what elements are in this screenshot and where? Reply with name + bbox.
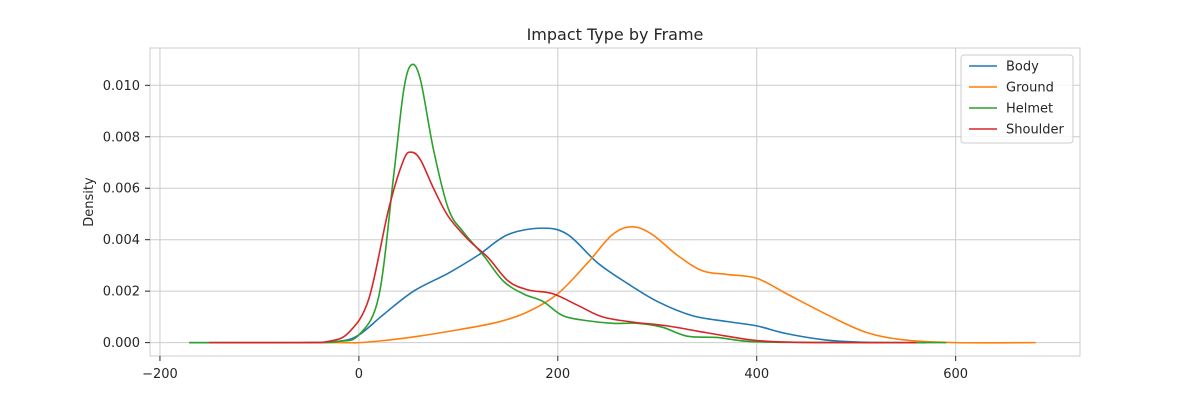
x-tick-label: 400 — [744, 367, 769, 382]
y-tick-label: 0.004 — [103, 233, 140, 248]
y-tick-label: 0.008 — [103, 130, 140, 145]
y-tick-label: 0.002 — [103, 285, 140, 300]
x-tick-label: 600 — [943, 367, 968, 382]
legend-label-shoulder: Shoulder — [1006, 123, 1065, 138]
series-layer — [188, 63, 1037, 344]
series-line-ground — [208, 226, 1037, 344]
x-tick-label: 0 — [355, 367, 363, 382]
series-line-helmet — [188, 63, 947, 344]
y-tick-label: 0.010 — [103, 79, 140, 94]
x-tick-label: −200 — [142, 367, 178, 382]
plot-frame — [149, 47, 1081, 357]
legend: Body Ground Helmet Shoulder — [960, 54, 1074, 144]
chart-title: Impact Type by Frame — [527, 25, 704, 44]
legend-label-helmet: Helmet — [1006, 102, 1053, 117]
y-axis-label: Density — [82, 177, 97, 227]
legend-label-ground: Ground — [1006, 81, 1054, 96]
y-tick-label: 0.006 — [103, 182, 140, 197]
series-line-shoulder — [208, 151, 917, 344]
tick-layer: −200 0 200 400 600 0.000 0.002 0.004 0.006 0.008 0… — [103, 79, 968, 382]
x-tick-label: 200 — [545, 367, 570, 382]
legend-box — [960, 54, 1074, 144]
legend-label-body: Body — [1006, 60, 1039, 75]
y-tick-label: 0.000 — [103, 336, 140, 351]
plot-background — [150, 48, 1080, 356]
